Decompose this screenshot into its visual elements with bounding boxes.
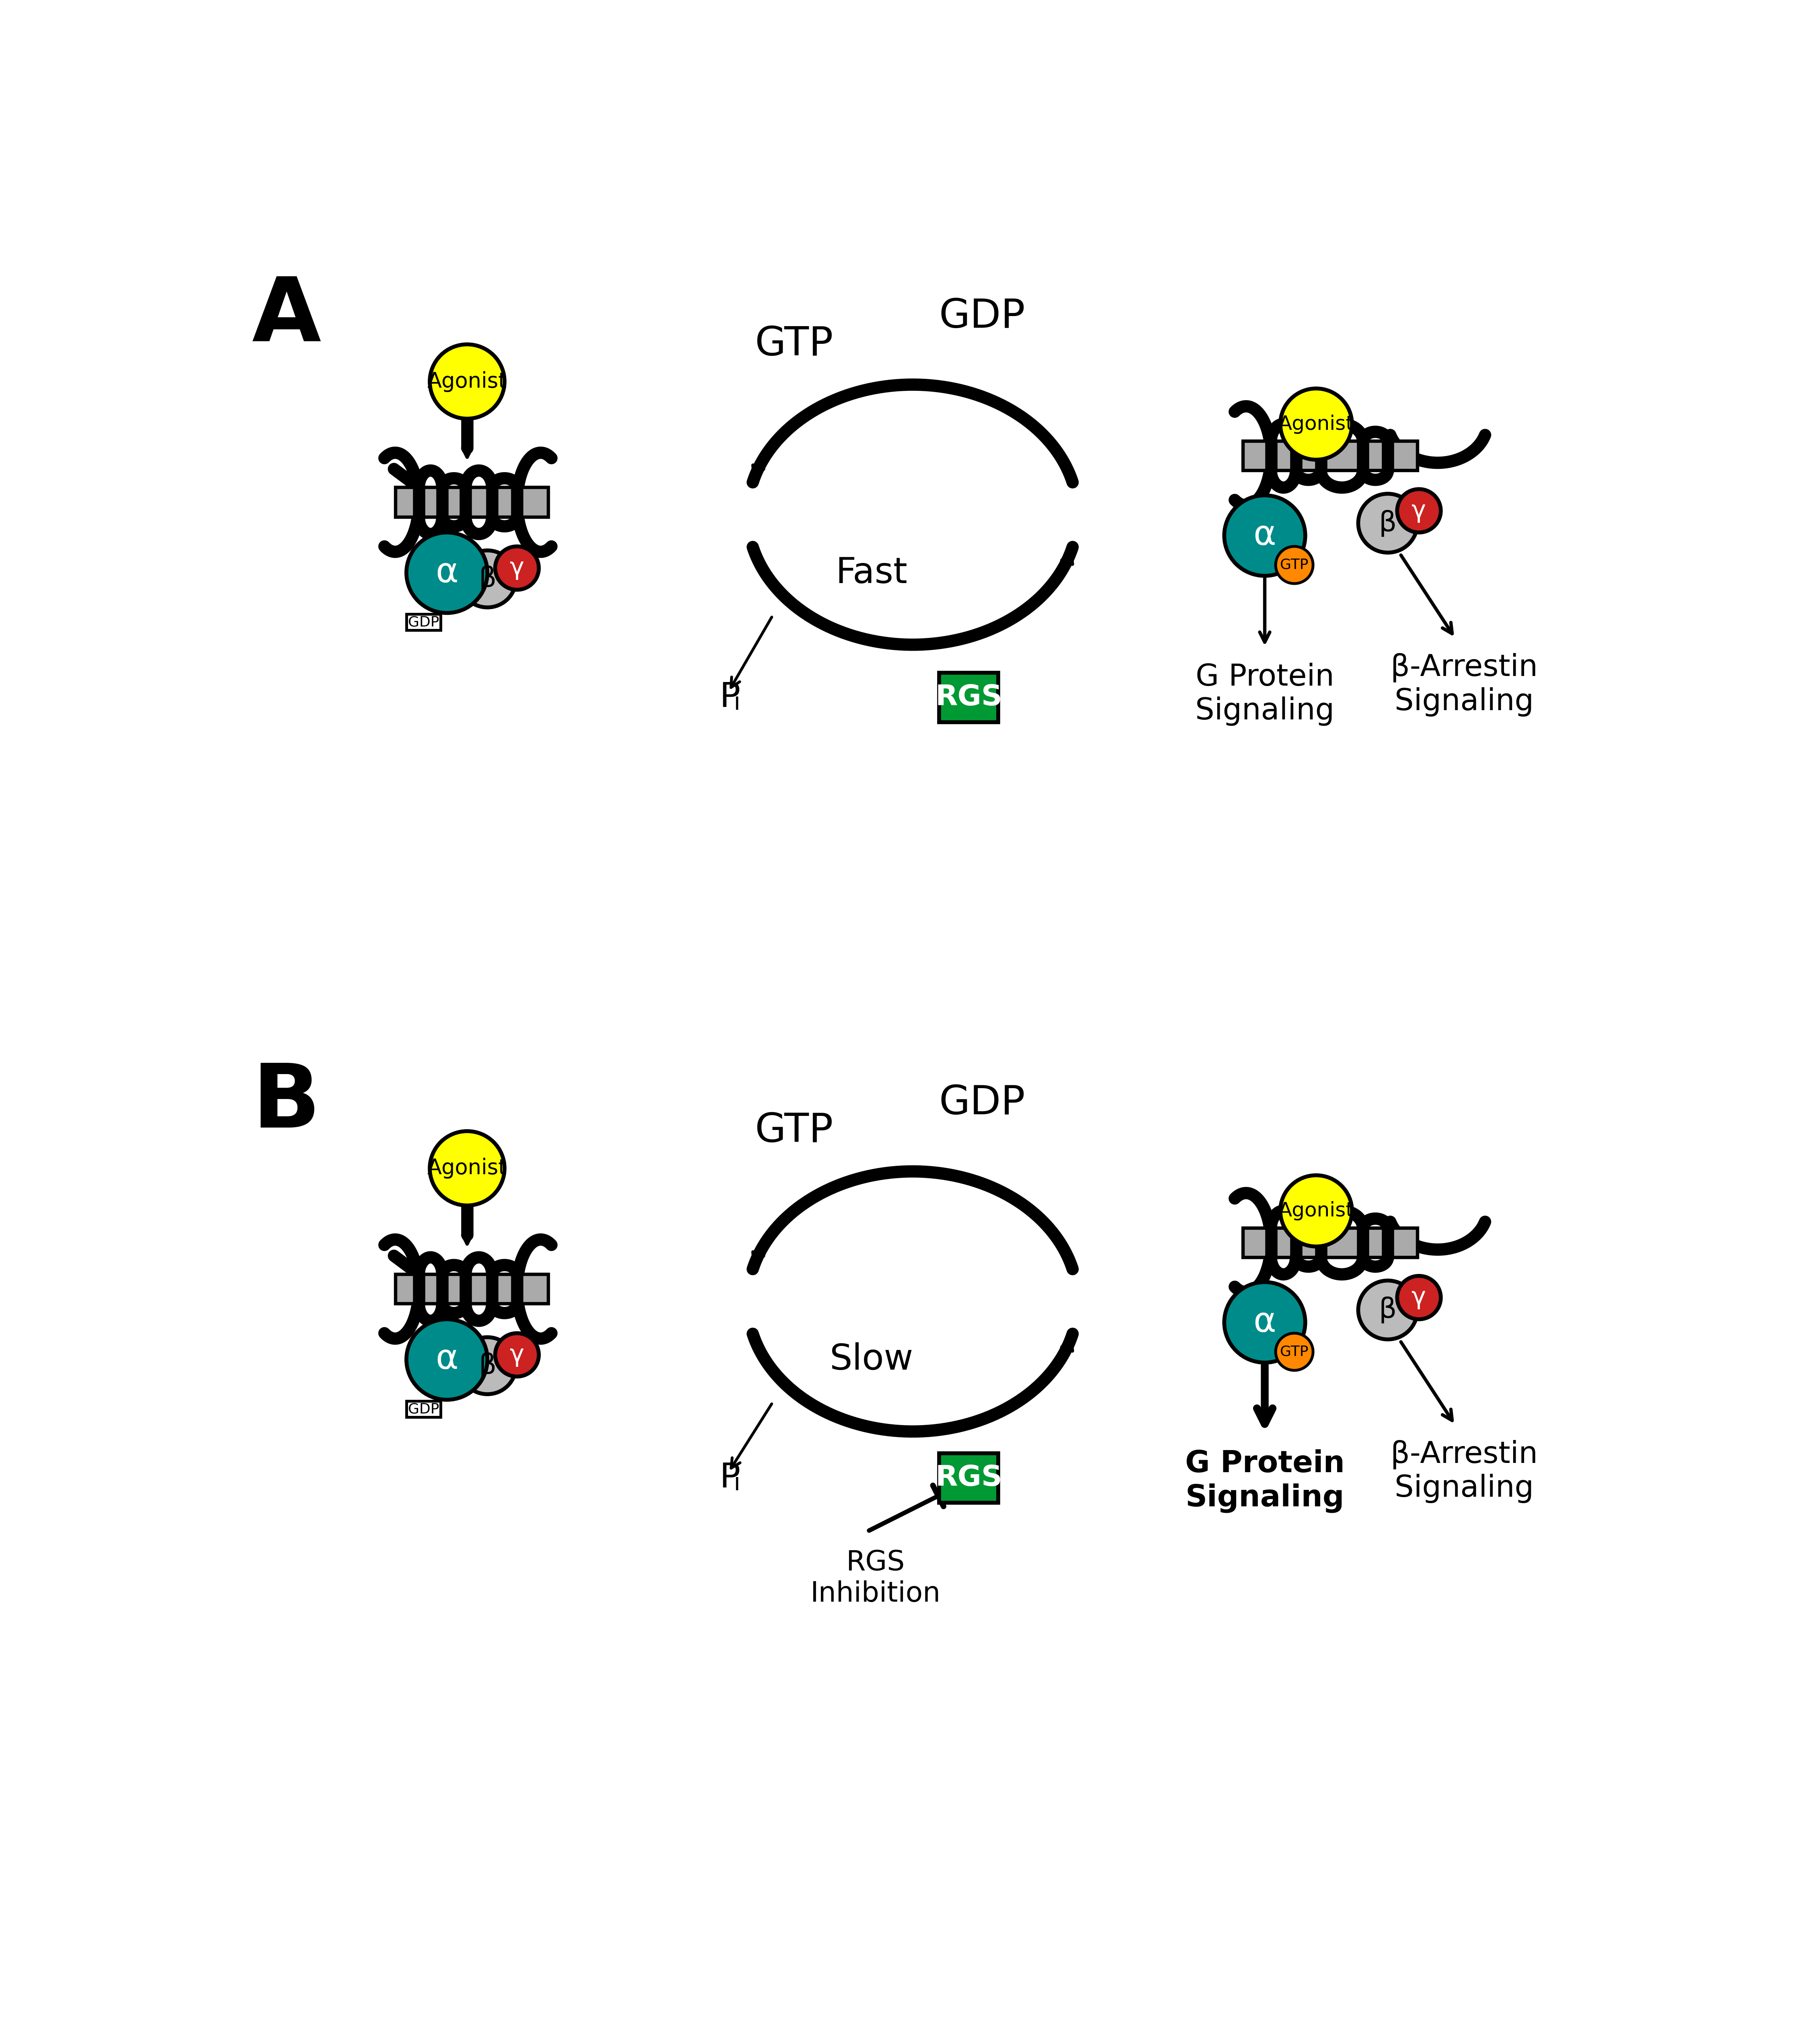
Text: β: β — [479, 566, 497, 593]
Text: G Protein
Signaling: G Protein Signaling — [1185, 1449, 1345, 1513]
Bar — [1243, 442, 1418, 470]
Circle shape — [407, 533, 488, 613]
Bar — [940, 672, 999, 722]
Text: GTP: GTP — [1280, 1345, 1309, 1359]
Text: GTP: GTP — [1280, 558, 1309, 572]
Text: P: P — [719, 681, 741, 713]
Text: G Protein
Signaling: G Protein Signaling — [1196, 662, 1334, 726]
Text: β: β — [1379, 1296, 1397, 1322]
Text: i: i — [733, 691, 741, 715]
Circle shape — [430, 343, 504, 419]
Circle shape — [1359, 1280, 1418, 1339]
Text: A: A — [253, 274, 321, 360]
Bar — [407, 1400, 441, 1416]
Circle shape — [1280, 1175, 1352, 1247]
Bar — [396, 489, 549, 517]
Circle shape — [459, 1337, 516, 1394]
Circle shape — [495, 1333, 540, 1376]
Text: GDP: GDP — [940, 296, 1026, 335]
Text: RGS
Inhibition: RGS Inhibition — [810, 1549, 941, 1607]
Text: α: α — [1253, 519, 1277, 552]
Text: GTP: GTP — [755, 1112, 834, 1151]
Bar — [940, 1453, 999, 1502]
Text: γ: γ — [1411, 1286, 1425, 1310]
Text: P: P — [719, 1461, 741, 1494]
Text: i: i — [733, 1472, 741, 1496]
Bar — [396, 1273, 549, 1304]
Text: GDP: GDP — [940, 1083, 1026, 1122]
Text: Agonist: Agonist — [1278, 415, 1354, 433]
Text: GTP: GTP — [755, 325, 834, 364]
Text: GDP: GDP — [409, 615, 439, 630]
Text: B: B — [253, 1061, 321, 1147]
Text: α: α — [436, 1343, 459, 1376]
Circle shape — [1397, 1275, 1442, 1318]
Circle shape — [1275, 546, 1312, 583]
Text: β-Arrestin
Signaling: β-Arrestin Signaling — [1391, 654, 1538, 717]
Circle shape — [1359, 495, 1418, 552]
Text: Fast: Fast — [836, 556, 907, 591]
Circle shape — [1397, 489, 1442, 533]
Circle shape — [407, 1318, 488, 1400]
Text: Agonist: Agonist — [427, 1157, 507, 1179]
Text: γ: γ — [509, 556, 524, 580]
Circle shape — [1275, 1333, 1312, 1369]
Bar — [1243, 1228, 1418, 1257]
Text: RGS: RGS — [936, 683, 1002, 711]
Text: γ: γ — [509, 1343, 524, 1367]
Text: Agonist: Agonist — [427, 372, 507, 392]
Circle shape — [1280, 388, 1352, 460]
Circle shape — [430, 1130, 504, 1206]
Text: GDP: GDP — [409, 1402, 439, 1416]
Circle shape — [495, 546, 540, 591]
Circle shape — [459, 550, 516, 607]
Text: β: β — [479, 1353, 497, 1380]
Text: Slow: Slow — [830, 1343, 913, 1378]
Text: β: β — [1379, 509, 1397, 538]
Text: γ: γ — [1411, 499, 1425, 523]
Text: Agonist: Agonist — [1278, 1202, 1354, 1220]
Text: α: α — [1253, 1306, 1277, 1339]
Text: β-Arrestin
Signaling: β-Arrestin Signaling — [1391, 1441, 1538, 1502]
Bar — [407, 613, 441, 630]
Text: α: α — [436, 556, 459, 589]
Circle shape — [1225, 1282, 1305, 1363]
Circle shape — [1225, 495, 1305, 576]
Text: RGS: RGS — [936, 1464, 1002, 1492]
